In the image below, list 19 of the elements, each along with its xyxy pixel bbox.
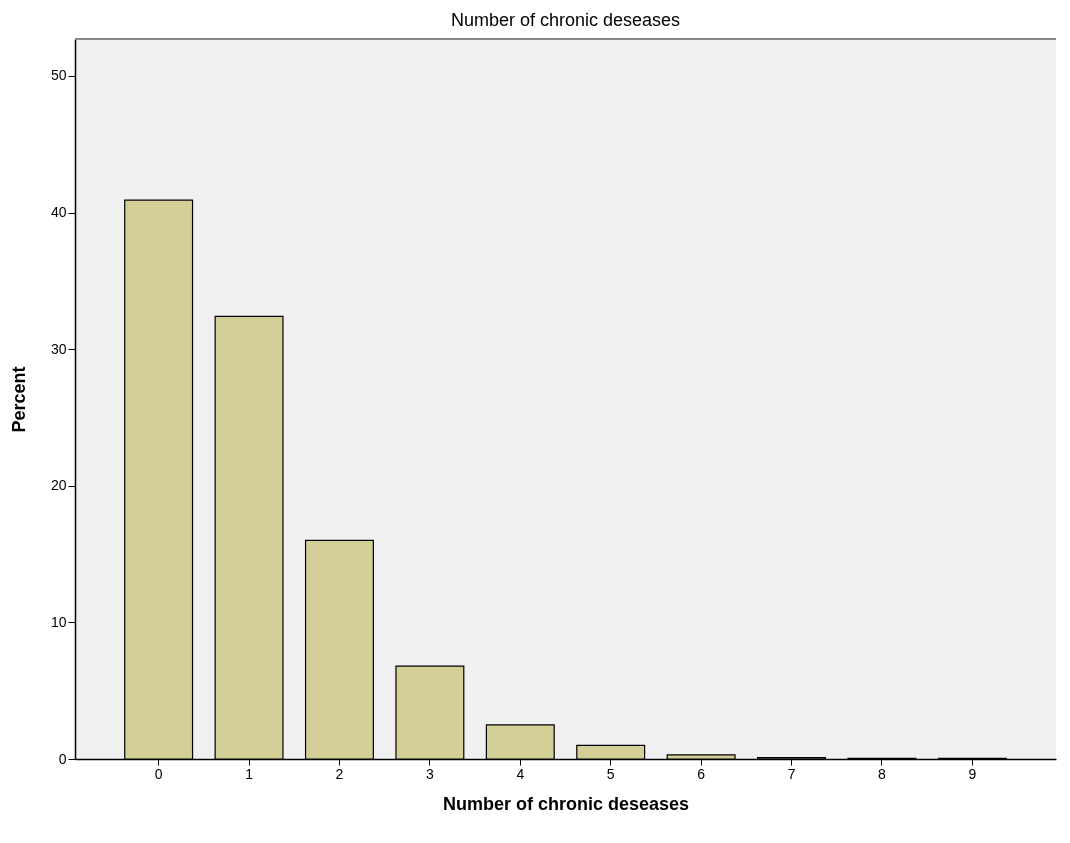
y-axis-title: Percent [8, 366, 29, 433]
x-tick-label: 2 [335, 765, 344, 782]
y-tick-label: 20 [50, 477, 67, 494]
x-tick-label: 0 [154, 765, 163, 782]
x-tick-label: 3 [425, 765, 434, 782]
x-axis-title: Number of chronic deseases [442, 793, 690, 814]
x-tick-label: 5 [606, 765, 615, 782]
y-tick-label: 10 [50, 613, 67, 630]
chart-title: Number of chronic deseases [450, 10, 681, 30]
y-tick-label: 0 [58, 750, 67, 767]
y-tick-label: 40 [50, 204, 67, 221]
y-tick-label: 30 [50, 340, 67, 357]
x-tick-label: 8 [878, 765, 887, 782]
x-tick-label: 1 [245, 765, 254, 782]
x-tick-label: 9 [968, 765, 977, 782]
y-tick-label: 50 [50, 67, 67, 84]
x-tick-label: 6 [697, 765, 706, 782]
x-tick-label: 7 [787, 765, 796, 782]
x-tick-label: 4 [516, 765, 525, 782]
